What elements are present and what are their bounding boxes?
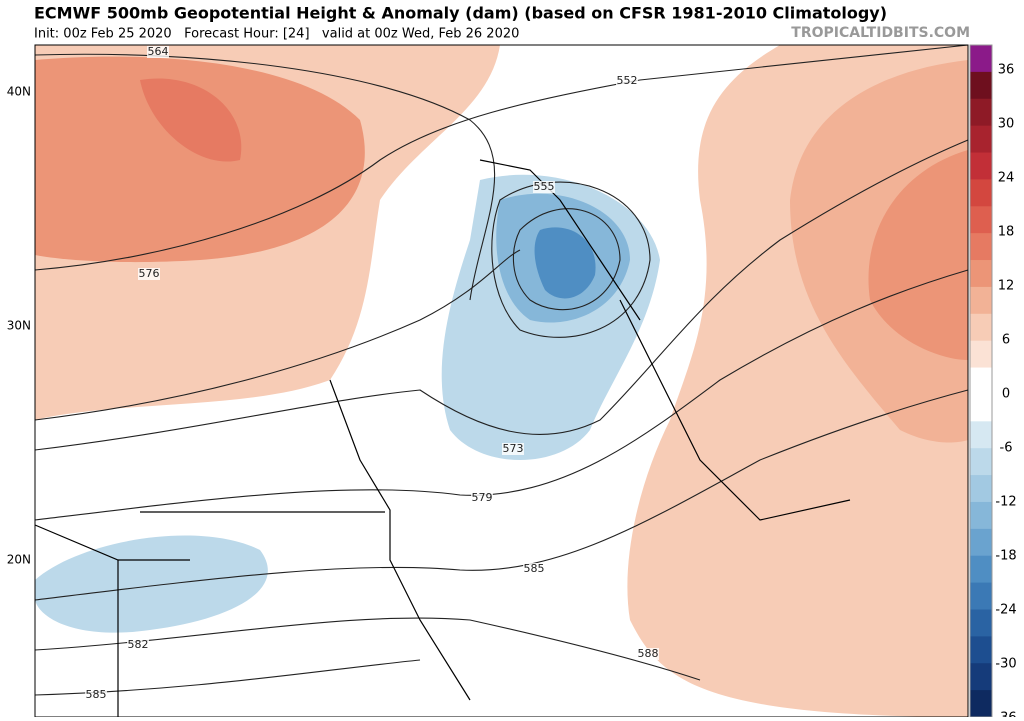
- contour-label-bg: [523, 563, 545, 575]
- colorbar-swatch: [970, 340, 992, 369]
- contour-label-bg: [533, 181, 555, 193]
- contours: [34, 44, 969, 696]
- contour-label-bg: [147, 46, 169, 58]
- colorbar-swatch: [970, 421, 992, 449]
- map: [34, 44, 969, 718]
- contour-label-bg: [85, 689, 107, 701]
- colorbar-swatch: [970, 45, 992, 73]
- colorbar-label: -18: [995, 549, 1016, 564]
- colorbar-label: 24: [998, 171, 1015, 186]
- colorbar-swatch: [970, 367, 992, 395]
- colorbar-swatch: [970, 286, 992, 315]
- title: ECMWF 500mb Geopotential Height & Anomal…: [34, 4, 887, 23]
- colorbar-swatch: [970, 609, 992, 637]
- colorbar-swatch: [970, 313, 992, 342]
- warm-anomaly: [140, 78, 242, 162]
- colorbar-label: -6: [1000, 441, 1013, 456]
- colorbar-swatch: [970, 125, 992, 154]
- colorbar-label: -30: [995, 657, 1016, 672]
- contour-label: 576: [139, 267, 160, 280]
- colorbar-swatch: [970, 260, 992, 288]
- latitude-label: 40N: [7, 85, 31, 99]
- colorbar-swatch: [970, 663, 992, 691]
- credit: TROPICALTIDBITS.COM: [791, 25, 970, 41]
- contour-label: 564: [148, 45, 169, 58]
- contour-label-bg: [637, 648, 659, 660]
- colorbar-label: -12: [995, 495, 1016, 510]
- warm-anomaly: [35, 56, 365, 263]
- colorbar-swatch: [970, 233, 992, 261]
- colorbar-label: 6: [1002, 333, 1010, 348]
- colorbar-swatch: [970, 582, 992, 610]
- contour-label-bg: [502, 443, 524, 455]
- colorbar-label: 36: [998, 63, 1015, 78]
- colorbar-label: 18: [998, 225, 1015, 240]
- colorbar-swatch: [970, 690, 992, 718]
- contour-label: 585: [524, 562, 545, 575]
- contour-label: 555: [534, 180, 555, 193]
- colorbar-swatch: [970, 394, 992, 422]
- colorbar-swatch: [970, 71, 992, 100]
- colorbar-swatch: [970, 528, 992, 557]
- colorbar-swatch: [970, 179, 992, 207]
- colorbar-swatch: [970, 636, 992, 664]
- cold-anomaly: [534, 227, 596, 299]
- colorbar-swatch: [970, 555, 992, 584]
- colorbar-swatch: [970, 501, 992, 530]
- contour-label: 573: [503, 442, 524, 455]
- colorbar-label: -24: [995, 603, 1016, 618]
- cold-anomaly: [35, 535, 268, 633]
- contour-label: 585: [86, 688, 107, 701]
- contour-label-bg: [138, 268, 160, 280]
- contour-label: 579: [472, 491, 493, 504]
- colorbar-swatch: [970, 475, 992, 503]
- subtitle: Init: 00z Feb 25 2020 Forecast Hour: [24…: [34, 27, 519, 42]
- contour-label: 552: [617, 74, 638, 87]
- latitude-label: 20N: [7, 553, 31, 567]
- colorbar-swatch: [970, 206, 992, 234]
- contour-label: 582: [128, 638, 149, 651]
- colorbar-swatch: [970, 152, 992, 180]
- contour-label: 588: [638, 647, 659, 660]
- colorbar-label: 12: [998, 279, 1015, 294]
- colorbar-label: 0: [1002, 387, 1010, 402]
- contour-label-bg: [127, 639, 149, 651]
- warm-anomaly: [868, 150, 968, 360]
- colorbar-label: 30: [998, 117, 1015, 132]
- borders: [34, 159, 851, 717]
- colorbar-label: -36: [995, 711, 1016, 718]
- colorbar-swatch: [970, 448, 992, 476]
- latitude-label: 30N: [7, 319, 31, 333]
- contour-label-bg: [471, 492, 493, 504]
- contour-label-bg: [616, 75, 638, 87]
- colorbar-swatch: [970, 98, 992, 127]
